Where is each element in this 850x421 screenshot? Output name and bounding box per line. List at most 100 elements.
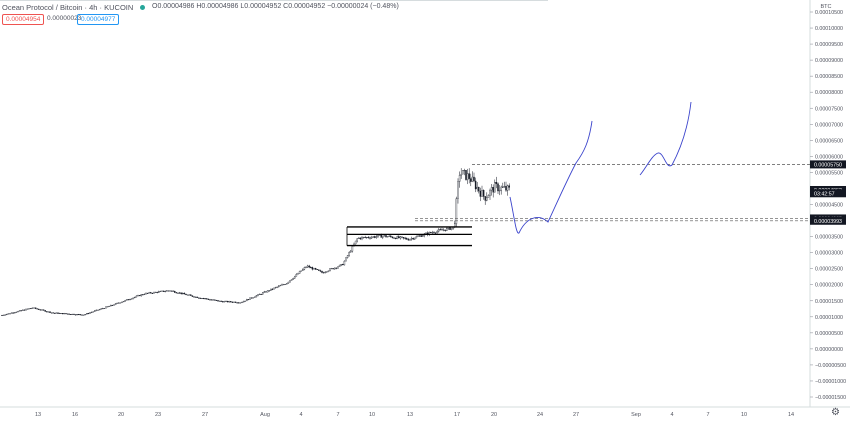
candle-body — [455, 198, 458, 224]
time-tick-label: 27 — [573, 412, 579, 418]
candle-body — [54, 312, 56, 314]
sell-price-button[interactable]: 0.00004954 — [2, 14, 45, 25]
candle-body — [164, 291, 166, 293]
candle-body — [47, 311, 50, 313]
candle-body — [372, 236, 374, 238]
candle-body — [316, 269, 318, 271]
candle-body — [495, 182, 498, 184]
candle-body — [364, 236, 366, 238]
candle-body — [254, 296, 256, 298]
candle-body — [135, 295, 138, 298]
candle-body — [415, 236, 418, 239]
candle-body — [482, 190, 485, 197]
candle-body — [103, 308, 106, 309]
candle-body — [201, 298, 203, 300]
price-tick-label: 0.00010000 — [815, 26, 843, 32]
candle-body — [374, 236, 376, 238]
candle-body — [260, 293, 262, 295]
gear-icon[interactable]: ⚙ — [831, 407, 840, 418]
candle-body — [396, 236, 398, 240]
projection-path[interactable] — [509, 120, 593, 234]
candle-body — [281, 284, 283, 286]
price-tick-label: 0.00003500 — [815, 235, 843, 241]
time-tick-label: 10 — [369, 412, 375, 418]
candle-body — [114, 303, 117, 305]
candle-body — [175, 292, 178, 294]
candle-body — [230, 301, 232, 303]
candle-body — [18, 310, 21, 312]
candle-body — [177, 292, 179, 294]
candle-body — [262, 292, 264, 295]
time-tick-label: 20 — [118, 412, 124, 418]
chart-drawings[interactable] — [346, 101, 810, 247]
price-tick-label: 0.00001500 — [815, 299, 843, 305]
candlestick-series — [1, 168, 510, 316]
candle-body — [76, 314, 78, 316]
symbol-title[interactable]: Ocean Protocol / Bitcoin · 4h · KUCOIN — [2, 3, 134, 12]
price-tick-label: 0.00006500 — [815, 138, 843, 144]
candle-body — [255, 295, 258, 298]
candle-body — [327, 270, 330, 272]
candle-body — [42, 309, 45, 311]
candle-body — [52, 312, 54, 314]
candle-body — [170, 290, 173, 292]
candle-body — [284, 284, 286, 285]
candle-body — [273, 287, 275, 290]
price-label-background — [810, 189, 846, 198]
candle-body — [196, 296, 198, 298]
candle-body — [58, 313, 61, 315]
candle-body — [212, 299, 214, 301]
candle-body — [470, 178, 472, 182]
candle-body — [146, 292, 149, 294]
price-tick-label: 0.00003000 — [815, 251, 843, 257]
candle-body — [183, 292, 186, 295]
candle-body — [366, 237, 368, 238]
candle-body — [471, 176, 474, 182]
price-tick-label: 0.00002000 — [815, 283, 843, 289]
candle-body — [25, 308, 27, 311]
candle-body — [463, 170, 466, 172]
candle-body — [118, 302, 120, 304]
candle-body — [502, 186, 504, 188]
candle-body — [82, 314, 85, 316]
price-label: 0.00005750 — [814, 162, 842, 168]
candle-body — [9, 313, 11, 315]
candle-body — [410, 238, 413, 240]
candle-body — [466, 173, 469, 180]
time-axis[interactable]: 13 16 20 23 27 Aug 4 7 10 13 17 20 24 27 Sep 4 7 10 14 — [35, 412, 794, 418]
candle-body — [105, 306, 107, 309]
time-tick-label: 13 — [407, 412, 413, 418]
buy-price-button[interactable]: 0.00004977 — [77, 14, 120, 25]
candle-body — [380, 234, 382, 238]
candle-body — [238, 302, 240, 304]
candle-body — [305, 266, 307, 268]
candle-body — [242, 301, 245, 303]
candle-body — [31, 307, 34, 309]
projection-path[interactable] — [639, 101, 692, 176]
candle-body — [258, 293, 261, 295]
price-label: 0.00003993 — [814, 219, 842, 225]
candle-body — [108, 305, 110, 307]
candle-body — [503, 186, 506, 188]
candle-body — [337, 266, 339, 269]
candle-body — [313, 267, 315, 270]
candle-body — [98, 309, 101, 311]
time-tick-label: 7 — [706, 412, 709, 418]
candle-body — [124, 300, 126, 302]
candle-body — [478, 186, 480, 192]
candle-body — [394, 237, 397, 240]
candle-body — [346, 255, 349, 258]
price-tick-label: 0.00007000 — [815, 122, 843, 128]
candle-body — [385, 235, 387, 238]
candle-body — [334, 267, 336, 270]
candle-body — [508, 185, 510, 188]
candle-body — [132, 297, 134, 299]
candle-body — [450, 227, 453, 230]
candle-body — [406, 238, 408, 240]
candle-body — [386, 236, 389, 238]
time-tick-label: 7 — [336, 412, 339, 418]
candle-body — [215, 299, 218, 301]
candle-body — [433, 232, 435, 234]
